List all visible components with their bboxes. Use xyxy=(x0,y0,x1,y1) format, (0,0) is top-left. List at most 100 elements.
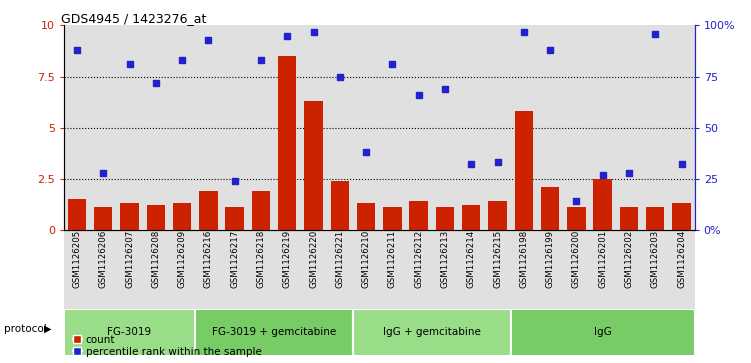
Text: GSM1126212: GSM1126212 xyxy=(415,230,423,288)
Bar xyxy=(406,230,432,309)
Text: GSM1126209: GSM1126209 xyxy=(178,230,186,288)
Bar xyxy=(222,25,248,230)
Bar xyxy=(274,230,300,309)
Bar xyxy=(143,25,169,230)
Bar xyxy=(327,230,353,309)
Bar xyxy=(379,230,406,309)
Point xyxy=(124,61,136,67)
Text: IgG + gemcitabine: IgG + gemcitabine xyxy=(383,327,481,337)
Point xyxy=(597,172,609,178)
Text: GSM1126201: GSM1126201 xyxy=(599,230,607,288)
Bar xyxy=(94,207,113,230)
Bar xyxy=(120,203,139,230)
Text: GSM1126208: GSM1126208 xyxy=(152,230,160,288)
Text: ▶: ▶ xyxy=(44,323,51,334)
Bar xyxy=(248,25,274,230)
Bar xyxy=(64,309,195,356)
Point xyxy=(439,86,451,92)
Bar xyxy=(406,25,432,230)
Point xyxy=(176,57,188,63)
Bar xyxy=(432,230,458,309)
Text: GSM1126216: GSM1126216 xyxy=(204,230,213,288)
Bar xyxy=(620,207,638,230)
Bar xyxy=(514,111,533,230)
Text: GSM1126210: GSM1126210 xyxy=(362,230,370,288)
Bar xyxy=(357,203,376,230)
Bar xyxy=(169,25,195,230)
Bar xyxy=(300,230,327,309)
Bar xyxy=(199,191,218,230)
Bar xyxy=(593,179,612,230)
Bar xyxy=(616,25,642,230)
Bar xyxy=(252,191,270,230)
Bar xyxy=(668,25,695,230)
Bar xyxy=(668,230,695,309)
Point xyxy=(98,170,110,176)
Bar xyxy=(590,25,616,230)
Bar xyxy=(353,230,379,309)
Bar xyxy=(248,230,274,309)
Text: GSM1126200: GSM1126200 xyxy=(572,230,581,288)
Point xyxy=(571,198,583,204)
Bar xyxy=(537,230,563,309)
Point xyxy=(255,57,267,63)
Bar xyxy=(484,230,511,309)
Bar xyxy=(642,25,668,230)
Text: protocol: protocol xyxy=(4,323,47,334)
Text: GSM1126219: GSM1126219 xyxy=(283,230,291,288)
Bar xyxy=(173,203,192,230)
Bar xyxy=(116,230,143,309)
Text: GSM1126214: GSM1126214 xyxy=(467,230,475,288)
Bar xyxy=(327,25,353,230)
Bar xyxy=(432,25,458,230)
Bar xyxy=(458,25,484,230)
Bar xyxy=(563,25,590,230)
Text: GSM1126202: GSM1126202 xyxy=(625,230,633,288)
Point xyxy=(281,33,293,38)
Point xyxy=(544,47,556,53)
Bar xyxy=(353,309,511,356)
Bar xyxy=(68,199,86,230)
Bar xyxy=(379,25,406,230)
Bar xyxy=(436,207,454,230)
Point xyxy=(150,80,162,86)
Bar xyxy=(274,25,300,230)
Legend: count, percentile rank within the sample: count, percentile rank within the sample xyxy=(69,331,266,362)
Bar xyxy=(537,25,563,230)
Bar xyxy=(672,203,691,230)
Bar xyxy=(511,230,537,309)
Point xyxy=(649,31,661,37)
Bar xyxy=(195,309,353,356)
Point xyxy=(413,92,425,98)
Bar xyxy=(563,230,590,309)
Text: GSM1126199: GSM1126199 xyxy=(546,230,554,288)
Point xyxy=(466,162,478,167)
Text: GSM1126213: GSM1126213 xyxy=(441,230,449,288)
Bar xyxy=(484,25,511,230)
Point xyxy=(360,149,372,155)
Bar xyxy=(353,25,379,230)
Bar xyxy=(146,205,165,230)
Point xyxy=(676,162,688,167)
Text: GSM1126221: GSM1126221 xyxy=(336,230,344,288)
Bar xyxy=(195,230,222,309)
Point xyxy=(623,170,635,176)
Point xyxy=(334,74,346,79)
Bar xyxy=(90,230,116,309)
Bar xyxy=(278,56,297,230)
Point xyxy=(492,159,504,165)
Bar xyxy=(462,205,481,230)
Text: GSM1126217: GSM1126217 xyxy=(231,230,239,288)
Bar xyxy=(300,25,327,230)
Bar xyxy=(567,207,586,230)
Bar xyxy=(511,25,537,230)
Bar xyxy=(646,207,665,230)
Bar xyxy=(383,207,402,230)
Bar xyxy=(90,25,116,230)
Point xyxy=(518,29,530,34)
Bar xyxy=(222,230,248,309)
Text: GSM1126211: GSM1126211 xyxy=(388,230,397,288)
Bar xyxy=(616,230,642,309)
Text: GSM1126220: GSM1126220 xyxy=(309,230,318,288)
Bar xyxy=(64,230,90,309)
